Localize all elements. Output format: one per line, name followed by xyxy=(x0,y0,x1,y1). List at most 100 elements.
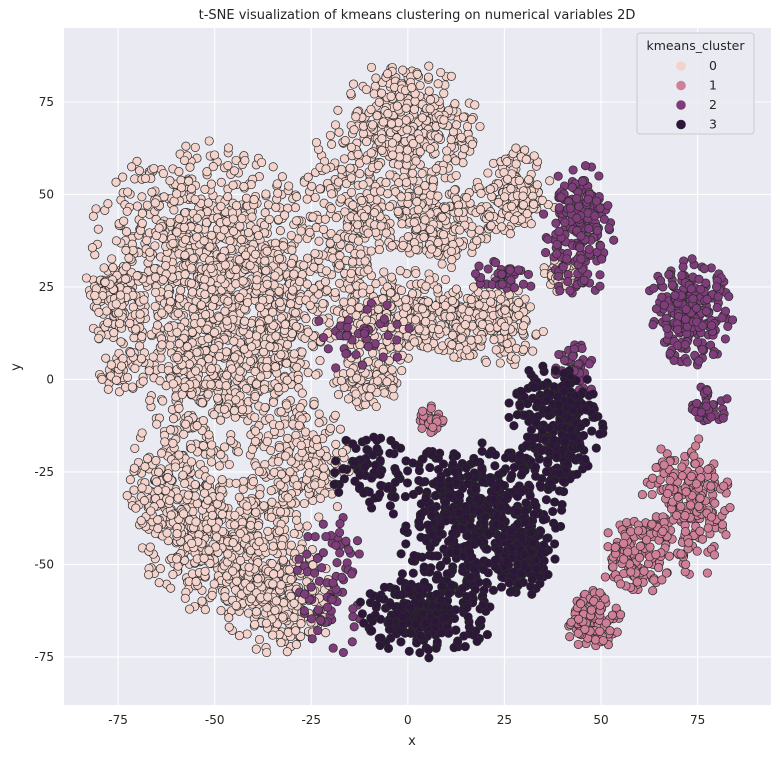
data-point-cluster-0 xyxy=(373,376,383,386)
data-point-cluster-0 xyxy=(337,448,348,458)
data-point-cluster-0 xyxy=(415,147,425,157)
data-point-cluster-0 xyxy=(169,205,179,215)
data-point-cluster-0 xyxy=(458,112,469,122)
data-point-cluster-0 xyxy=(433,79,443,89)
data-point-cluster-0 xyxy=(187,287,198,297)
data-point-cluster-0 xyxy=(357,196,367,206)
data-point-cluster-0 xyxy=(176,183,187,193)
data-point-cluster-0 xyxy=(255,302,265,312)
data-point-cluster-0 xyxy=(146,506,156,516)
data-point-cluster-0 xyxy=(197,596,207,606)
data-point-cluster-0 xyxy=(142,454,153,464)
data-point-cluster-0 xyxy=(174,214,184,224)
data-point-cluster-0 xyxy=(174,450,184,460)
data-point-cluster-0 xyxy=(500,192,510,202)
data-point-cluster-0 xyxy=(268,397,279,407)
data-point-cluster-0 xyxy=(307,181,317,191)
data-point-cluster-0 xyxy=(333,390,344,400)
data-point-cluster-0 xyxy=(228,180,238,190)
data-point-cluster-0 xyxy=(224,613,234,623)
data-point-cluster-0 xyxy=(187,538,197,548)
data-point-cluster-0 xyxy=(254,634,265,645)
data-point-cluster-0 xyxy=(204,430,214,440)
data-point-cluster-1 xyxy=(626,526,636,537)
data-point-cluster-0 xyxy=(202,167,212,177)
data-point-cluster-1 xyxy=(697,534,708,544)
data-point-cluster-0 xyxy=(163,473,173,483)
data-point-cluster-0 xyxy=(206,263,216,274)
data-point-cluster-0 xyxy=(199,488,210,498)
data-point-cluster-0 xyxy=(176,175,186,185)
data-point-cluster-0 xyxy=(387,241,397,251)
data-point-cluster-0 xyxy=(447,296,457,306)
data-point-cluster-0 xyxy=(381,228,391,238)
data-point-cluster-0 xyxy=(257,157,267,168)
data-point-cluster-0 xyxy=(467,114,477,125)
data-point-cluster-0 xyxy=(179,155,190,165)
data-point-cluster-0 xyxy=(532,180,542,190)
data-point-cluster-0 xyxy=(224,622,234,632)
data-point-cluster-0 xyxy=(198,416,208,426)
data-point-cluster-0 xyxy=(247,342,257,352)
data-point-cluster-0 xyxy=(243,297,253,308)
data-point-cluster-0 xyxy=(174,167,184,177)
data-point-cluster-0 xyxy=(202,218,212,228)
data-point-cluster-0 xyxy=(229,336,239,346)
data-point-cluster-0 xyxy=(331,213,341,223)
data-point-cluster-0 xyxy=(475,205,486,215)
data-point-cluster-0 xyxy=(154,578,164,588)
data-point-cluster-0 xyxy=(377,145,387,155)
data-point-cluster-1 xyxy=(595,626,605,636)
data-point-cluster-0 xyxy=(309,399,319,409)
data-point-cluster-0 xyxy=(262,363,272,373)
data-point-cluster-0 xyxy=(336,376,346,386)
data-point-cluster-1 xyxy=(686,471,696,481)
data-point-cluster-0 xyxy=(181,419,191,429)
data-point-cluster-0 xyxy=(203,389,213,399)
data-point-cluster-0 xyxy=(381,178,391,188)
data-point-cluster-0 xyxy=(379,267,389,277)
data-point-cluster-0 xyxy=(129,463,139,473)
data-point-cluster-0 xyxy=(409,217,419,227)
data-point-cluster-0 xyxy=(88,211,98,221)
data-point-cluster-0 xyxy=(201,310,211,320)
data-point-cluster-0 xyxy=(228,226,239,236)
data-point-cluster-0 xyxy=(393,206,403,217)
data-point-cluster-0 xyxy=(330,120,341,130)
data-point-cluster-0 xyxy=(247,212,257,222)
data-point-cluster-0 xyxy=(353,220,363,230)
data-point-cluster-0 xyxy=(383,109,393,119)
data-point-cluster-0 xyxy=(280,210,290,220)
data-point-cluster-0 xyxy=(397,366,407,376)
data-point-cluster-0 xyxy=(286,258,297,268)
data-point-cluster-1 xyxy=(725,503,735,513)
data-point-cluster-1 xyxy=(663,489,673,499)
data-point-cluster-0 xyxy=(158,396,168,406)
data-point-cluster-0 xyxy=(411,244,421,254)
data-point-cluster-0 xyxy=(326,423,336,433)
data-point-cluster-0 xyxy=(107,254,117,264)
data-point-cluster-0 xyxy=(87,243,97,253)
data-point-cluster-0 xyxy=(132,156,142,166)
data-point-cluster-0 xyxy=(382,377,392,387)
data-point-cluster-0 xyxy=(266,486,276,496)
data-point-cluster-0 xyxy=(451,170,461,181)
data-point-cluster-0 xyxy=(121,274,131,284)
data-point-cluster-0 xyxy=(271,202,281,212)
data-point-cluster-0 xyxy=(519,345,529,355)
data-point-cluster-0 xyxy=(291,216,302,226)
data-point-cluster-1 xyxy=(691,441,701,451)
data-point-cluster-0 xyxy=(231,478,241,488)
data-point-cluster-0 xyxy=(168,379,178,389)
data-point-cluster-0 xyxy=(331,439,341,449)
data-point-cluster-0 xyxy=(240,155,250,166)
data-point-cluster-0 xyxy=(349,125,359,135)
data-point-cluster-0 xyxy=(174,339,184,349)
data-point-cluster-0 xyxy=(179,509,189,519)
data-point-cluster-0 xyxy=(388,150,398,160)
data-point-cluster-0 xyxy=(401,103,411,113)
data-point-cluster-0 xyxy=(259,384,269,394)
data-point-cluster-0 xyxy=(315,184,325,194)
data-point-cluster-0 xyxy=(273,188,283,198)
data-point-cluster-0 xyxy=(289,269,299,279)
